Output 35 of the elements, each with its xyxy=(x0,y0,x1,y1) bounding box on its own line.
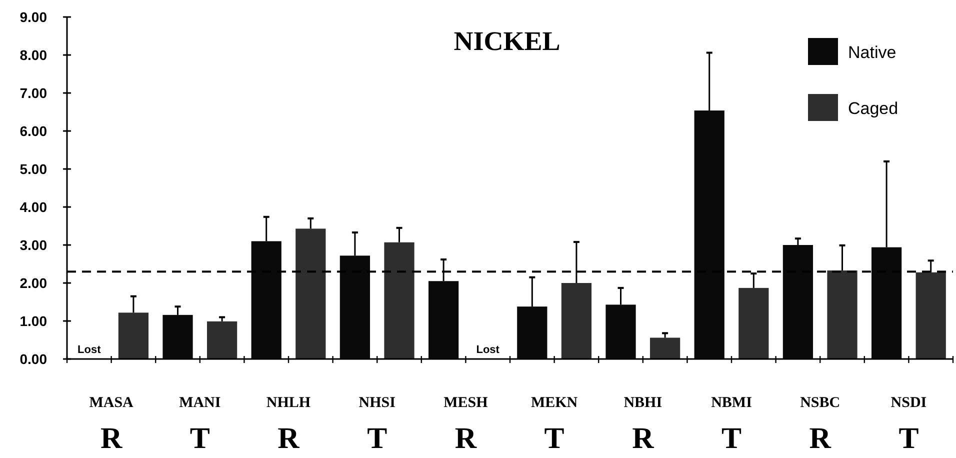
y-tick-label: 8.00 xyxy=(20,47,48,63)
text: R xyxy=(454,422,477,455)
text: R xyxy=(100,422,122,455)
y-tick-label: 3.00 xyxy=(20,237,48,253)
x-tick-label: NBMI xyxy=(711,395,752,411)
text: R xyxy=(809,422,832,455)
text: T xyxy=(544,422,564,455)
text: R xyxy=(632,422,654,455)
text: T xyxy=(190,422,210,455)
text: T xyxy=(898,422,919,455)
text: T xyxy=(367,422,388,455)
x-tick-label: NHSI xyxy=(358,395,396,411)
x-tick-label: NSDI xyxy=(890,395,927,411)
x-tick-label: MASA xyxy=(89,395,134,411)
text: R xyxy=(278,422,300,455)
text: T xyxy=(721,422,742,455)
chart-title: NICKEL xyxy=(454,26,560,56)
x-tick-label: NBHI xyxy=(624,395,662,411)
y-tick-label: 1.00 xyxy=(20,313,48,329)
y-tick-label: 2.00 xyxy=(20,275,48,291)
annotation: Lost xyxy=(476,344,500,356)
x-tick-label: MEKN xyxy=(530,395,578,411)
x-tick-label: MESH xyxy=(444,395,488,411)
y-tick-label: 0.00 xyxy=(20,351,48,367)
y-tick-label: 7.00 xyxy=(20,85,48,101)
y-tick-label: 4.00 xyxy=(20,199,48,215)
legend-label: Caged xyxy=(848,99,898,118)
annotation: Lost xyxy=(78,344,102,356)
y-tick-label: 9.00 xyxy=(20,9,48,25)
y-tick-label: 6.00 xyxy=(20,123,48,139)
x-tick-label: MANI xyxy=(179,395,221,411)
legend-label: Native xyxy=(848,43,896,62)
x-tick-label: NSBC xyxy=(800,395,840,411)
y-tick-label: 5.00 xyxy=(20,161,48,177)
x-tick-label: NHLH xyxy=(266,395,311,411)
